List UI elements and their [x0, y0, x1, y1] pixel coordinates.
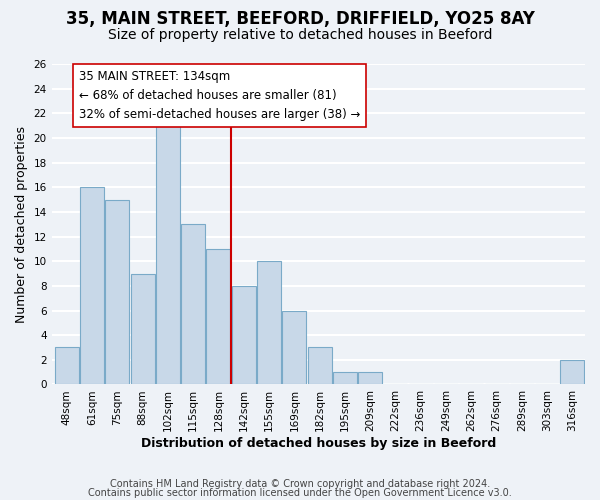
Bar [560, 360, 584, 384]
Y-axis label: Number of detached properties: Number of detached properties [15, 126, 28, 322]
Text: Size of property relative to detached houses in Beeford: Size of property relative to detached ho… [108, 28, 492, 42]
Bar [358, 372, 382, 384]
Bar [181, 224, 205, 384]
Bar [55, 348, 79, 385]
Text: Contains public sector information licensed under the Open Government Licence v3: Contains public sector information licen… [88, 488, 512, 498]
Bar [333, 372, 357, 384]
Bar [283, 310, 307, 384]
Bar [308, 348, 332, 385]
Bar [232, 286, 256, 384]
Bar [131, 274, 155, 384]
Bar [206, 249, 230, 384]
Text: Contains HM Land Registry data © Crown copyright and database right 2024.: Contains HM Land Registry data © Crown c… [110, 479, 490, 489]
Bar [80, 188, 104, 384]
Bar [106, 200, 130, 384]
Bar [156, 126, 180, 384]
X-axis label: Distribution of detached houses by size in Beeford: Distribution of detached houses by size … [141, 437, 496, 450]
Bar [257, 261, 281, 384]
Text: 35, MAIN STREET, BEEFORD, DRIFFIELD, YO25 8AY: 35, MAIN STREET, BEEFORD, DRIFFIELD, YO2… [65, 10, 535, 28]
Text: 35 MAIN STREET: 134sqm
← 68% of detached houses are smaller (81)
32% of semi-det: 35 MAIN STREET: 134sqm ← 68% of detached… [79, 70, 361, 121]
